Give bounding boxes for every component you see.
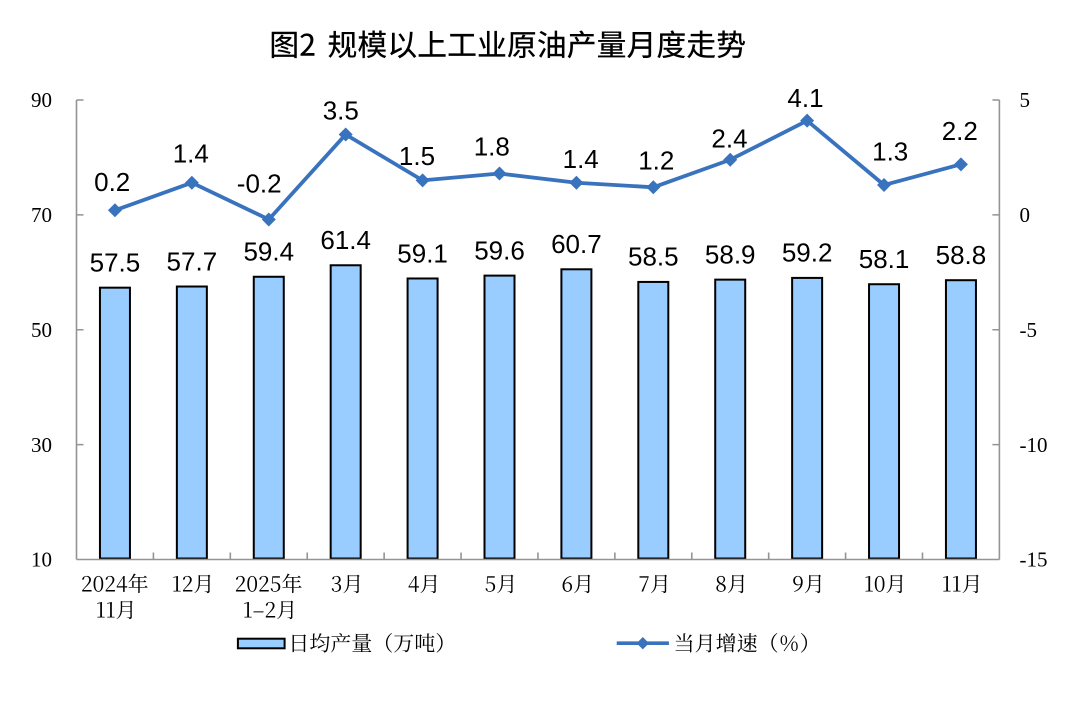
svg-text:3.5: 3.5	[323, 95, 359, 125]
svg-text:1.3: 1.3	[872, 136, 908, 166]
svg-text:1.4: 1.4	[173, 138, 209, 168]
svg-text:-10: -10	[1020, 433, 1048, 457]
svg-text:60.7: 60.7	[551, 229, 602, 259]
svg-text:90: 90	[31, 88, 52, 112]
svg-text:61.4: 61.4	[320, 225, 371, 255]
svg-text:-15: -15	[1020, 548, 1048, 572]
svg-text:59.2: 59.2	[782, 238, 833, 268]
svg-text:0: 0	[1020, 203, 1031, 227]
svg-text:59.1: 59.1	[397, 238, 448, 268]
svg-text:58.5: 58.5	[628, 242, 679, 272]
svg-text:1.5: 1.5	[399, 141, 435, 171]
svg-text:0.2: 0.2	[94, 167, 130, 197]
svg-text:58.1: 58.1	[859, 244, 910, 274]
svg-text:57.5: 57.5	[90, 247, 141, 277]
svg-text:1.8: 1.8	[474, 131, 510, 161]
svg-text:58.8: 58.8	[936, 240, 987, 270]
svg-text:4.1: 4.1	[787, 83, 823, 113]
svg-text:30: 30	[31, 433, 52, 457]
svg-text:58.9: 58.9	[705, 239, 756, 269]
svg-text:70: 70	[31, 203, 52, 227]
svg-text:5: 5	[1020, 88, 1031, 112]
svg-text:1.4: 1.4	[563, 144, 599, 174]
svg-text:50: 50	[31, 318, 52, 342]
svg-text:1.2: 1.2	[638, 146, 674, 176]
svg-text:59.4: 59.4	[243, 237, 294, 267]
svg-text:2.4: 2.4	[711, 123, 747, 153]
svg-text:10: 10	[31, 548, 52, 572]
svg-text:-5: -5	[1020, 318, 1038, 342]
svg-text:57.7: 57.7	[167, 246, 218, 276]
svg-text:-0.2: -0.2	[237, 168, 282, 198]
svg-text:59.6: 59.6	[474, 235, 525, 265]
svg-text:2.2: 2.2	[942, 116, 978, 146]
